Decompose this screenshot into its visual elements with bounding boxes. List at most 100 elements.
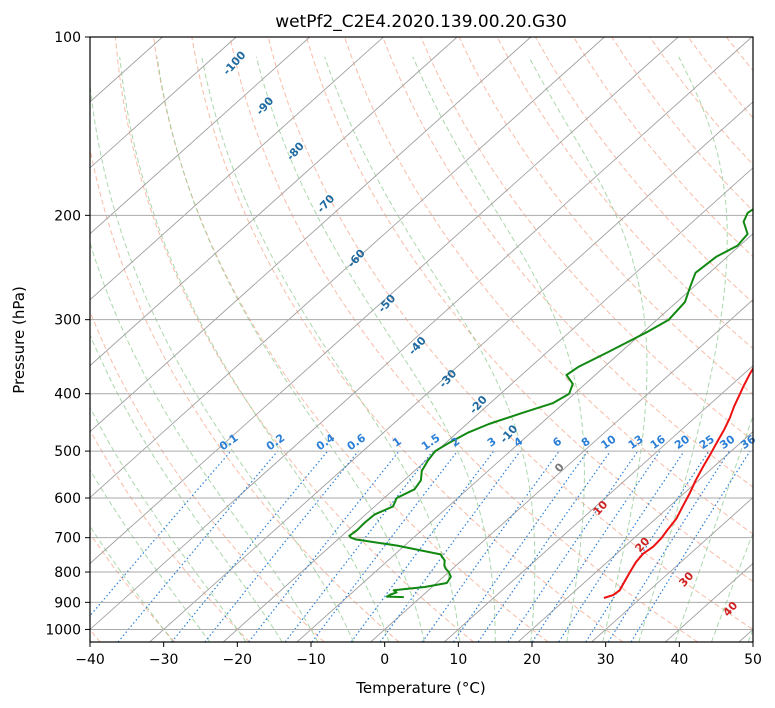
x-tick-label: −40 — [75, 652, 105, 668]
background-lines — [90, 37, 775, 642]
x-tick-label: −30 — [149, 652, 179, 668]
dry-adiabat — [114, 37, 474, 642]
moist-adiabat-label: -20 — [467, 393, 490, 417]
isotherm — [90, 37, 753, 631]
y-tick-label: 100 — [54, 30, 81, 46]
moist-adiabat-label: -80 — [284, 139, 307, 163]
dry-adiabat — [458, 37, 753, 396]
mixing-ratio-line — [311, 450, 459, 642]
x-tick-label: 40 — [670, 652, 688, 668]
y-tick-label: 900 — [54, 595, 81, 611]
moist-adiabat-label: -50 — [375, 292, 398, 316]
moist-adiabat — [90, 241, 319, 642]
isotherm — [149, 101, 753, 642]
moist-adiabat-label: -90 — [253, 94, 276, 118]
dry-adiabat — [687, 37, 753, 119]
dry-adiabat — [305, 37, 753, 583]
y-axis-label: Pressure (hPa) — [10, 286, 28, 394]
dry-adiabat — [90, 145, 400, 642]
moist-adiabat — [119, 56, 390, 642]
line-labels: 0.1 0.2 0.4 0.6 1 1.5 2 3 4 6 8 10 13 16 20 25 30 36-100-… — [217, 48, 758, 619]
x-axis-label: Temperature (°C) — [355, 679, 485, 697]
y-tick-label: 800 — [54, 565, 81, 581]
dry-adiabat — [153, 37, 549, 642]
moist-adiabat-label: -100 — [220, 48, 248, 77]
moist-adiabat — [90, 468, 211, 642]
moist-adiabat — [255, 56, 496, 642]
y-tick-label: 1000 — [45, 622, 81, 638]
dry-adiabat — [267, 37, 753, 631]
plot-frame — [89, 36, 754, 643]
x-tick-label: −10 — [296, 652, 326, 668]
mixing-ratio-label: 16 — [648, 432, 668, 452]
dry-adiabat — [90, 310, 325, 642]
profile-series — [348, 208, 753, 599]
dewpoint-profile — [348, 208, 753, 599]
moist-adiabat — [412, 56, 585, 642]
x-tick-label: 30 — [597, 652, 615, 668]
x-axis: −40 −30 −20 −10 0 10 20 30 40 50 — [75, 642, 762, 668]
moist-adiabat-label: -30 — [436, 367, 459, 391]
mixing-ratio-line — [507, 450, 639, 642]
isotherm — [223, 167, 753, 642]
moist-adiabat — [90, 333, 283, 642]
y-tick-label: 700 — [54, 531, 81, 547]
mixing-ratio-label: 1 — [390, 435, 404, 450]
mixing-ratio-line — [350, 450, 495, 642]
moist-adiabat — [90, 80, 355, 642]
dry-adiabat — [90, 428, 250, 642]
mixing-ratio-line — [421, 450, 560, 642]
isotherm — [90, 37, 679, 565]
mixing-ratio-line — [90, 450, 232, 617]
moist-adiabat — [201, 56, 461, 642]
isotherm — [738, 628, 753, 642]
mixing-ratio-label: 0.4 — [314, 431, 338, 453]
mixing-ratio-line — [284, 450, 434, 642]
mixing-ratio-label: 6 — [550, 435, 564, 450]
moist-adiabat — [324, 56, 536, 642]
x-tick-label: 50 — [744, 652, 762, 668]
x-tick-label: −20 — [223, 652, 253, 668]
moist-adiabat — [638, 56, 728, 642]
chart-title: wetPf2_C2E4.2020.139.00.20.G30 — [275, 12, 567, 32]
mixing-ratio-line — [117, 450, 279, 642]
mixing-ratio-line — [453, 450, 589, 642]
x-tick-label: 0 — [380, 652, 389, 668]
mixing-ratio-line — [171, 450, 329, 642]
isotherm — [370, 299, 753, 642]
dry-adiabat — [765, 37, 775, 642]
isotherm — [90, 37, 311, 235]
y-tick-label: 300 — [54, 313, 81, 329]
mixing-ratio-label: 0.2 — [264, 431, 287, 453]
isotherm — [90, 37, 532, 433]
y-tick-label: 200 — [54, 208, 81, 224]
y-tick-label: 600 — [54, 491, 81, 507]
dry-adiabat — [229, 37, 698, 642]
dry-adiabat — [191, 37, 624, 642]
moist-adiabat — [90, 406, 247, 642]
dry-adiabat — [420, 37, 753, 442]
pressure-grid — [90, 37, 753, 630]
y-axis: 1000 900 800 700 600 500 400 300 200 100 — [45, 30, 90, 638]
x-tick-label: 20 — [523, 652, 541, 668]
moist-adiabat-label: -40 — [406, 334, 429, 358]
moist-adiabat — [711, 531, 753, 642]
mixing-ratio-label: 0.1 — [217, 431, 240, 453]
mixing-ratio-line — [477, 450, 611, 642]
zero-label: 0 — [552, 460, 567, 475]
moist-adiabat-label: -70 — [314, 192, 337, 216]
isotherm — [517, 431, 753, 642]
isotherm — [444, 365, 753, 642]
moist-adiabat — [747, 628, 753, 642]
x-tick-label: 10 — [449, 652, 467, 668]
isotherm — [591, 496, 753, 642]
mixing-ratio-line — [607, 450, 730, 642]
mixing-ratio-line — [248, 450, 400, 642]
mixing-ratio-line — [204, 450, 359, 642]
dry-adiabat — [573, 37, 753, 258]
isotherm — [90, 37, 237, 169]
dry-adiabat — [534, 37, 753, 304]
y-tick-label: 500 — [54, 444, 81, 460]
isotherm — [665, 562, 753, 642]
moist-adiabat — [156, 56, 425, 642]
